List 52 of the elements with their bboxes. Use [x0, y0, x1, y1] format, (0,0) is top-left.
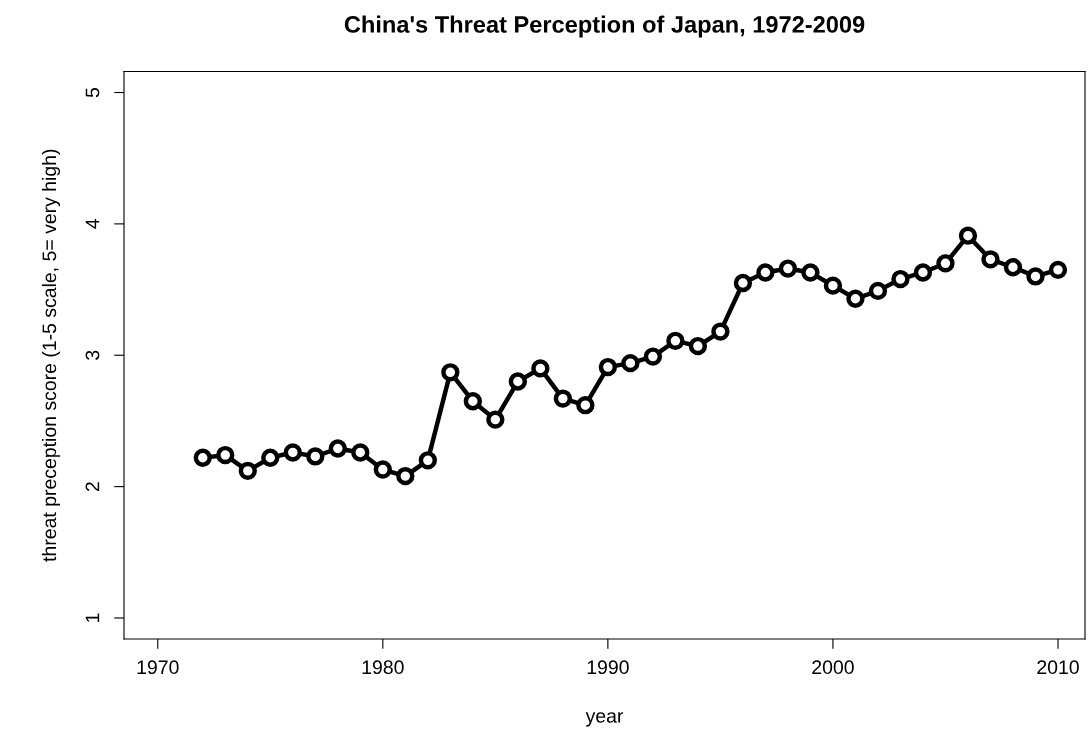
point — [823, 276, 843, 295]
point — [846, 289, 865, 308]
point — [238, 461, 257, 481]
point — [351, 443, 370, 462]
point — [373, 460, 392, 479]
point — [576, 396, 595, 415]
point — [891, 269, 910, 289]
y-tick-label: 5 — [85, 87, 100, 98]
point — [958, 226, 978, 245]
y-tick-label: 2 — [85, 482, 100, 492]
point — [733, 273, 753, 293]
x-tick-label: 1990 — [587, 660, 629, 675]
point — [193, 448, 212, 467]
point — [328, 439, 347, 458]
point — [868, 281, 888, 301]
y-tick-label: 3 — [85, 350, 100, 360]
point — [1026, 267, 1045, 286]
point — [643, 347, 663, 366]
point — [486, 410, 505, 429]
x-tick-label: 2010 — [1037, 660, 1079, 675]
x-tick-label: 2000 — [812, 660, 854, 675]
point — [1003, 258, 1023, 277]
point — [396, 466, 415, 486]
x-axis-title: year — [585, 712, 624, 727]
y-axis-title: threat preception score (1-5 scale, 5= very high) — [41, 149, 61, 562]
x-tick-label: 1970 — [137, 660, 179, 675]
point — [261, 448, 280, 467]
point — [598, 357, 618, 377]
point — [666, 331, 685, 350]
y-tick-label: 4 — [85, 219, 100, 229]
x-tick-label: 1980 — [362, 660, 404, 675]
point — [801, 263, 820, 282]
point — [216, 445, 235, 465]
point — [418, 451, 437, 470]
point — [1048, 260, 1068, 280]
point — [441, 363, 460, 382]
point — [981, 250, 1000, 269]
point — [711, 322, 730, 341]
point — [306, 447, 325, 466]
point — [913, 263, 933, 282]
point — [936, 254, 955, 273]
point — [553, 389, 573, 408]
chart-title: China's Threat Perception of Japan, 1972-2009 — [344, 15, 865, 38]
y-tick-label: 1 — [85, 613, 100, 622]
point — [508, 372, 528, 391]
point — [531, 359, 550, 378]
point — [778, 259, 798, 278]
point — [283, 443, 302, 462]
point — [621, 353, 640, 373]
point — [756, 263, 775, 282]
point — [688, 336, 708, 356]
point — [463, 392, 482, 411]
